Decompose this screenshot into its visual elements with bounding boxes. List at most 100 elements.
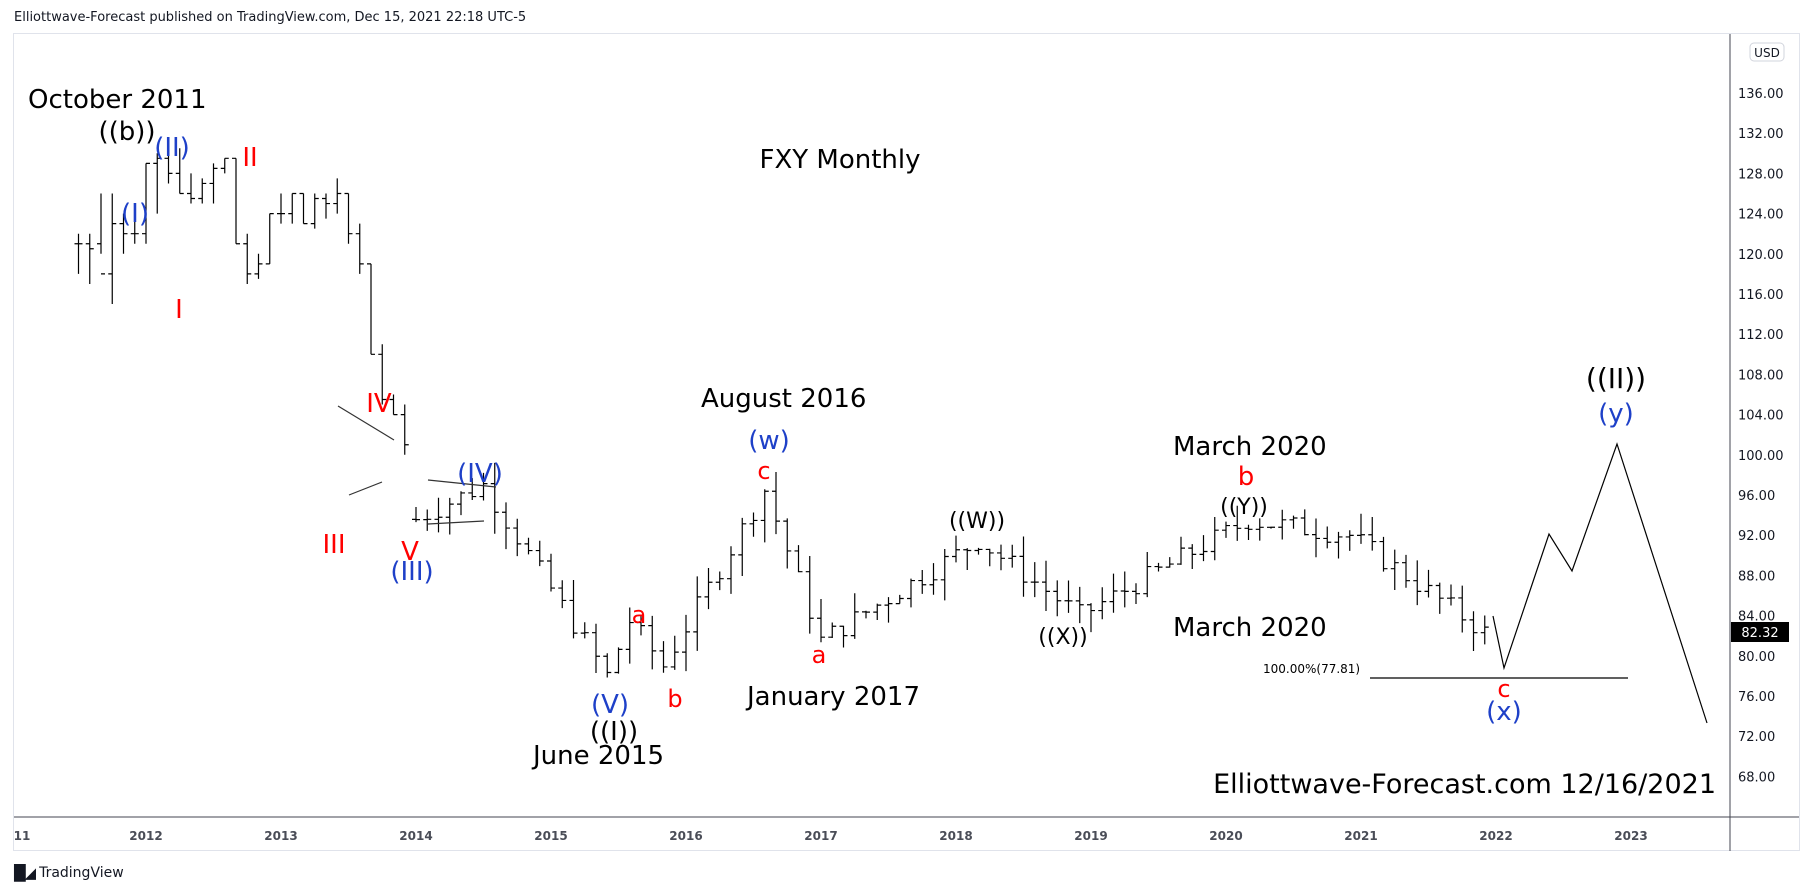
label-june-2015: June 2015 <box>531 741 664 771</box>
ohlc-bar <box>805 556 814 634</box>
ohlc-bar <box>1008 544 1017 568</box>
ohlc-bar <box>659 641 668 673</box>
price-tick: 116.00 <box>1738 288 1784 303</box>
price-tick: 124.00 <box>1738 208 1784 223</box>
wave-W-double: ((W)) <box>949 509 1005 534</box>
ohlc-bar <box>524 537 533 555</box>
published-line: Elliottwave-Forecast published on Tradin… <box>14 10 527 25</box>
ohlc-bar <box>569 579 578 639</box>
price-tick: 136.00 <box>1738 87 1784 102</box>
wave-Y-double: ((Y)) <box>1220 495 1268 520</box>
time-tick: 2015 <box>534 829 567 843</box>
time-tick: 2018 <box>939 829 972 843</box>
ohlc-bar <box>119 213 128 254</box>
time-tick: 2021 <box>1344 829 1377 843</box>
ohlc-bar <box>1177 536 1185 565</box>
ohlc-bar <box>1030 562 1039 598</box>
ohlc-bar <box>738 517 747 577</box>
pattern-lines <box>337 405 497 525</box>
ohlc-bar <box>1098 587 1107 620</box>
wave-II-blue: (II) <box>154 133 190 163</box>
ohlc-bar <box>97 193 105 275</box>
price-tick: 132.00 <box>1738 127 1784 142</box>
ohlc-bar <box>817 598 825 643</box>
ohlc-bar <box>175 148 184 195</box>
price-tick: 68.00 <box>1738 770 1775 785</box>
wave-y-blue: (y) <box>1598 399 1634 429</box>
wave-V-red: V <box>401 537 419 567</box>
ohlc-bar <box>1087 603 1095 633</box>
price-tick: 76.00 <box>1738 690 1775 705</box>
ohlc-bar <box>1109 573 1118 613</box>
watermark: Elliottwave-Forecast.com 12/16/2021 <box>1213 769 1716 800</box>
last-price-value: 82.32 <box>1741 626 1778 641</box>
time-tick: 2023 <box>1614 829 1647 843</box>
ohlc-bar <box>1289 515 1298 529</box>
ohlc-bar <box>1435 582 1444 614</box>
ohlc-bar <box>220 157 229 174</box>
ohlc-bar <box>1334 531 1343 559</box>
ohlc-bar <box>108 193 117 305</box>
ohlc-bar <box>670 635 679 670</box>
wave-b-2015: b <box>667 685 682 713</box>
ohlc-bar <box>1053 580 1062 617</box>
chart-title: FXY Monthly <box>759 145 920 175</box>
price-tick: 120.00 <box>1738 248 1784 263</box>
projection-path[interactable] <box>1492 442 1708 724</box>
ohlc-bar <box>457 491 465 516</box>
ohlc-bar <box>715 571 724 591</box>
ohlc-bar <box>367 263 375 355</box>
footer-brand[interactable]: TradingView <box>39 865 124 881</box>
ohlc-bar <box>1312 518 1320 558</box>
tradingview-logo-icon: █◢ <box>14 864 36 882</box>
ohlc-bar <box>794 545 803 573</box>
ohlc-bar <box>783 518 792 569</box>
ohlc-bar <box>355 223 364 274</box>
ohlc-bar <box>760 489 769 543</box>
ohlc-bar <box>1199 535 1208 562</box>
ohlc-bar <box>1424 569 1433 598</box>
time-tick: 11 <box>14 829 31 843</box>
currency-badge[interactable] <box>1749 42 1785 62</box>
time-tick: 2022 <box>1479 829 1512 843</box>
ohlc-bar <box>1357 513 1365 544</box>
ohlc-bar <box>997 544 1005 571</box>
ohlc-bar <box>1267 526 1275 529</box>
wave-I-red: I <box>175 295 183 325</box>
ohlc-bar <box>1042 560 1050 611</box>
wave-w-blue: (w) <box>748 426 790 456</box>
wave-b-double: ((b)) <box>98 117 155 147</box>
ohlc-bar <box>479 472 488 501</box>
ohlc-bar <box>1323 526 1332 549</box>
ohlc-bar <box>1244 524 1253 541</box>
ohlc-bar <box>412 507 420 523</box>
ohlc-bar <box>895 594 904 605</box>
ohlc-bar <box>704 568 713 610</box>
label-january-2017: January 2017 <box>745 682 920 712</box>
ohlc-bar <box>1064 580 1073 613</box>
wave-II-double: ((II)) <box>1586 362 1646 395</box>
ohlc-bar <box>1222 521 1230 538</box>
price-tick: 112.00 <box>1738 328 1784 343</box>
ohlc-bar <box>277 193 285 224</box>
ohlc-bar <box>727 546 735 594</box>
ohlc-bar <box>322 193 330 219</box>
time-tick: 2013 <box>264 829 297 843</box>
time-tick: 2016 <box>669 829 702 843</box>
fib-label: 100.00%(77.81) <box>1263 662 1360 676</box>
price-tick: 104.00 <box>1738 409 1784 424</box>
ohlc-bar <box>535 540 544 567</box>
ohlc-bar <box>468 478 477 501</box>
ohlc-bar <box>445 497 454 535</box>
ohlc-bar <box>1075 586 1084 624</box>
ohlc-bar <box>1345 530 1354 551</box>
ohlc-bar <box>378 344 387 405</box>
ohlc-bar <box>1019 536 1028 597</box>
ohlc-bar <box>423 509 432 531</box>
ohlc-bar <box>333 178 342 214</box>
ohlc-bar <box>1255 518 1264 541</box>
ohlc-bar <box>873 603 882 621</box>
ohlc-bar <box>558 580 567 609</box>
wave-IV-blue: (IV) <box>457 459 503 489</box>
